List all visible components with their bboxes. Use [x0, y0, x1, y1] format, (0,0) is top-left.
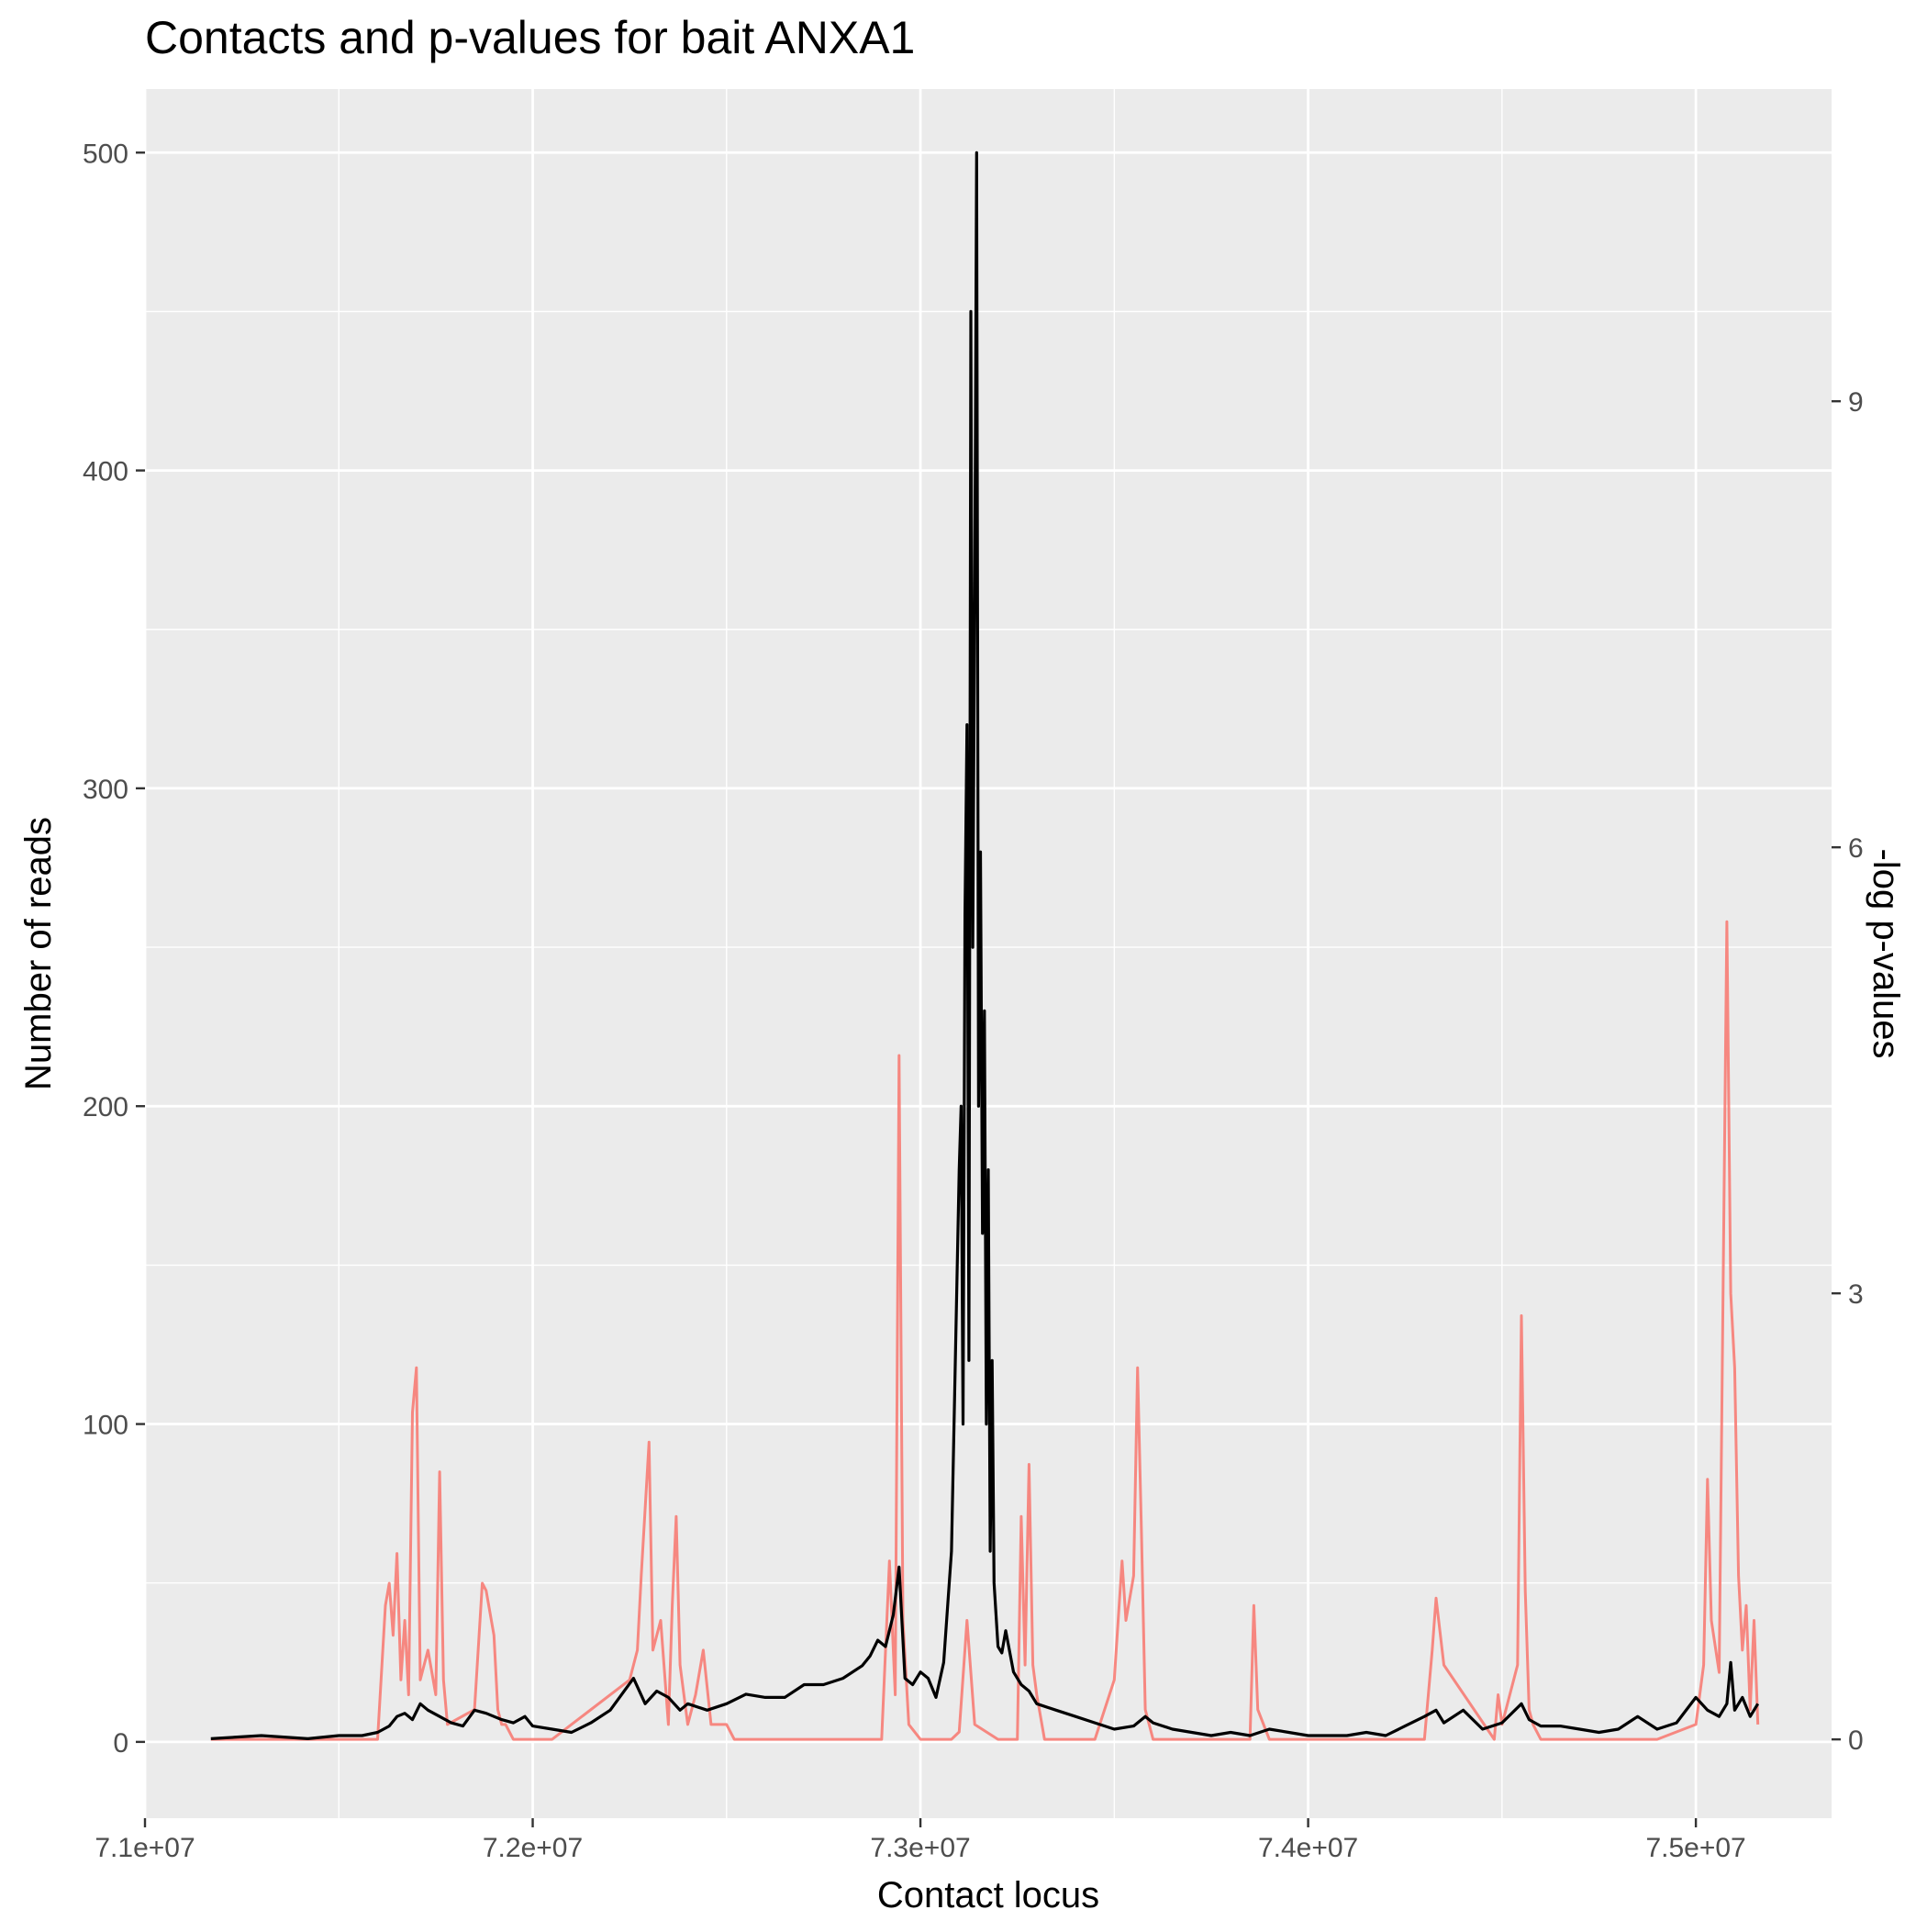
reads-series-line [210, 151, 1760, 1741]
x-tick-label: 7.5e+07 [1645, 1833, 1745, 1863]
x-axis-title: Contact locus [877, 1875, 1099, 1915]
y-tick-label: 0 [113, 1728, 128, 1759]
x-tick-label: 7.2e+07 [483, 1833, 583, 1863]
x-tick-label: 7.1e+07 [95, 1833, 195, 1863]
y2-tick-label: 0 [1848, 1725, 1864, 1756]
plot-panel [145, 89, 1832, 1818]
y-tick-label: 300 [83, 775, 128, 805]
axes: 7.1e+07 7.2e+07 7.3e+07 7.4e+07 7.5e+07 0 100 2… [83, 139, 1864, 1863]
y2-tick-label: 9 [1848, 387, 1864, 418]
x-tick-label: 7.3e+07 [870, 1833, 970, 1863]
y-tick-label: 100 [83, 1411, 128, 1441]
chart-title: Contacts and p-values for bait ANXA1 [145, 12, 915, 63]
series-layer [210, 151, 1760, 1741]
pvalues-series-line [210, 920, 1760, 1741]
y-axis-title: Number of reads [18, 817, 59, 1090]
x-tick-label: 7.4e+07 [1258, 1833, 1358, 1863]
grid-lines [143, 89, 1832, 1818]
y2-tick-label: 6 [1848, 833, 1864, 864]
y2-tick-label: 3 [1848, 1279, 1864, 1310]
y2-axis-title: -log p-values [1866, 848, 1906, 1058]
y-tick-label: 200 [83, 1092, 128, 1122]
y-tick-label: 500 [83, 139, 128, 169]
y-tick-label: 400 [83, 457, 128, 487]
